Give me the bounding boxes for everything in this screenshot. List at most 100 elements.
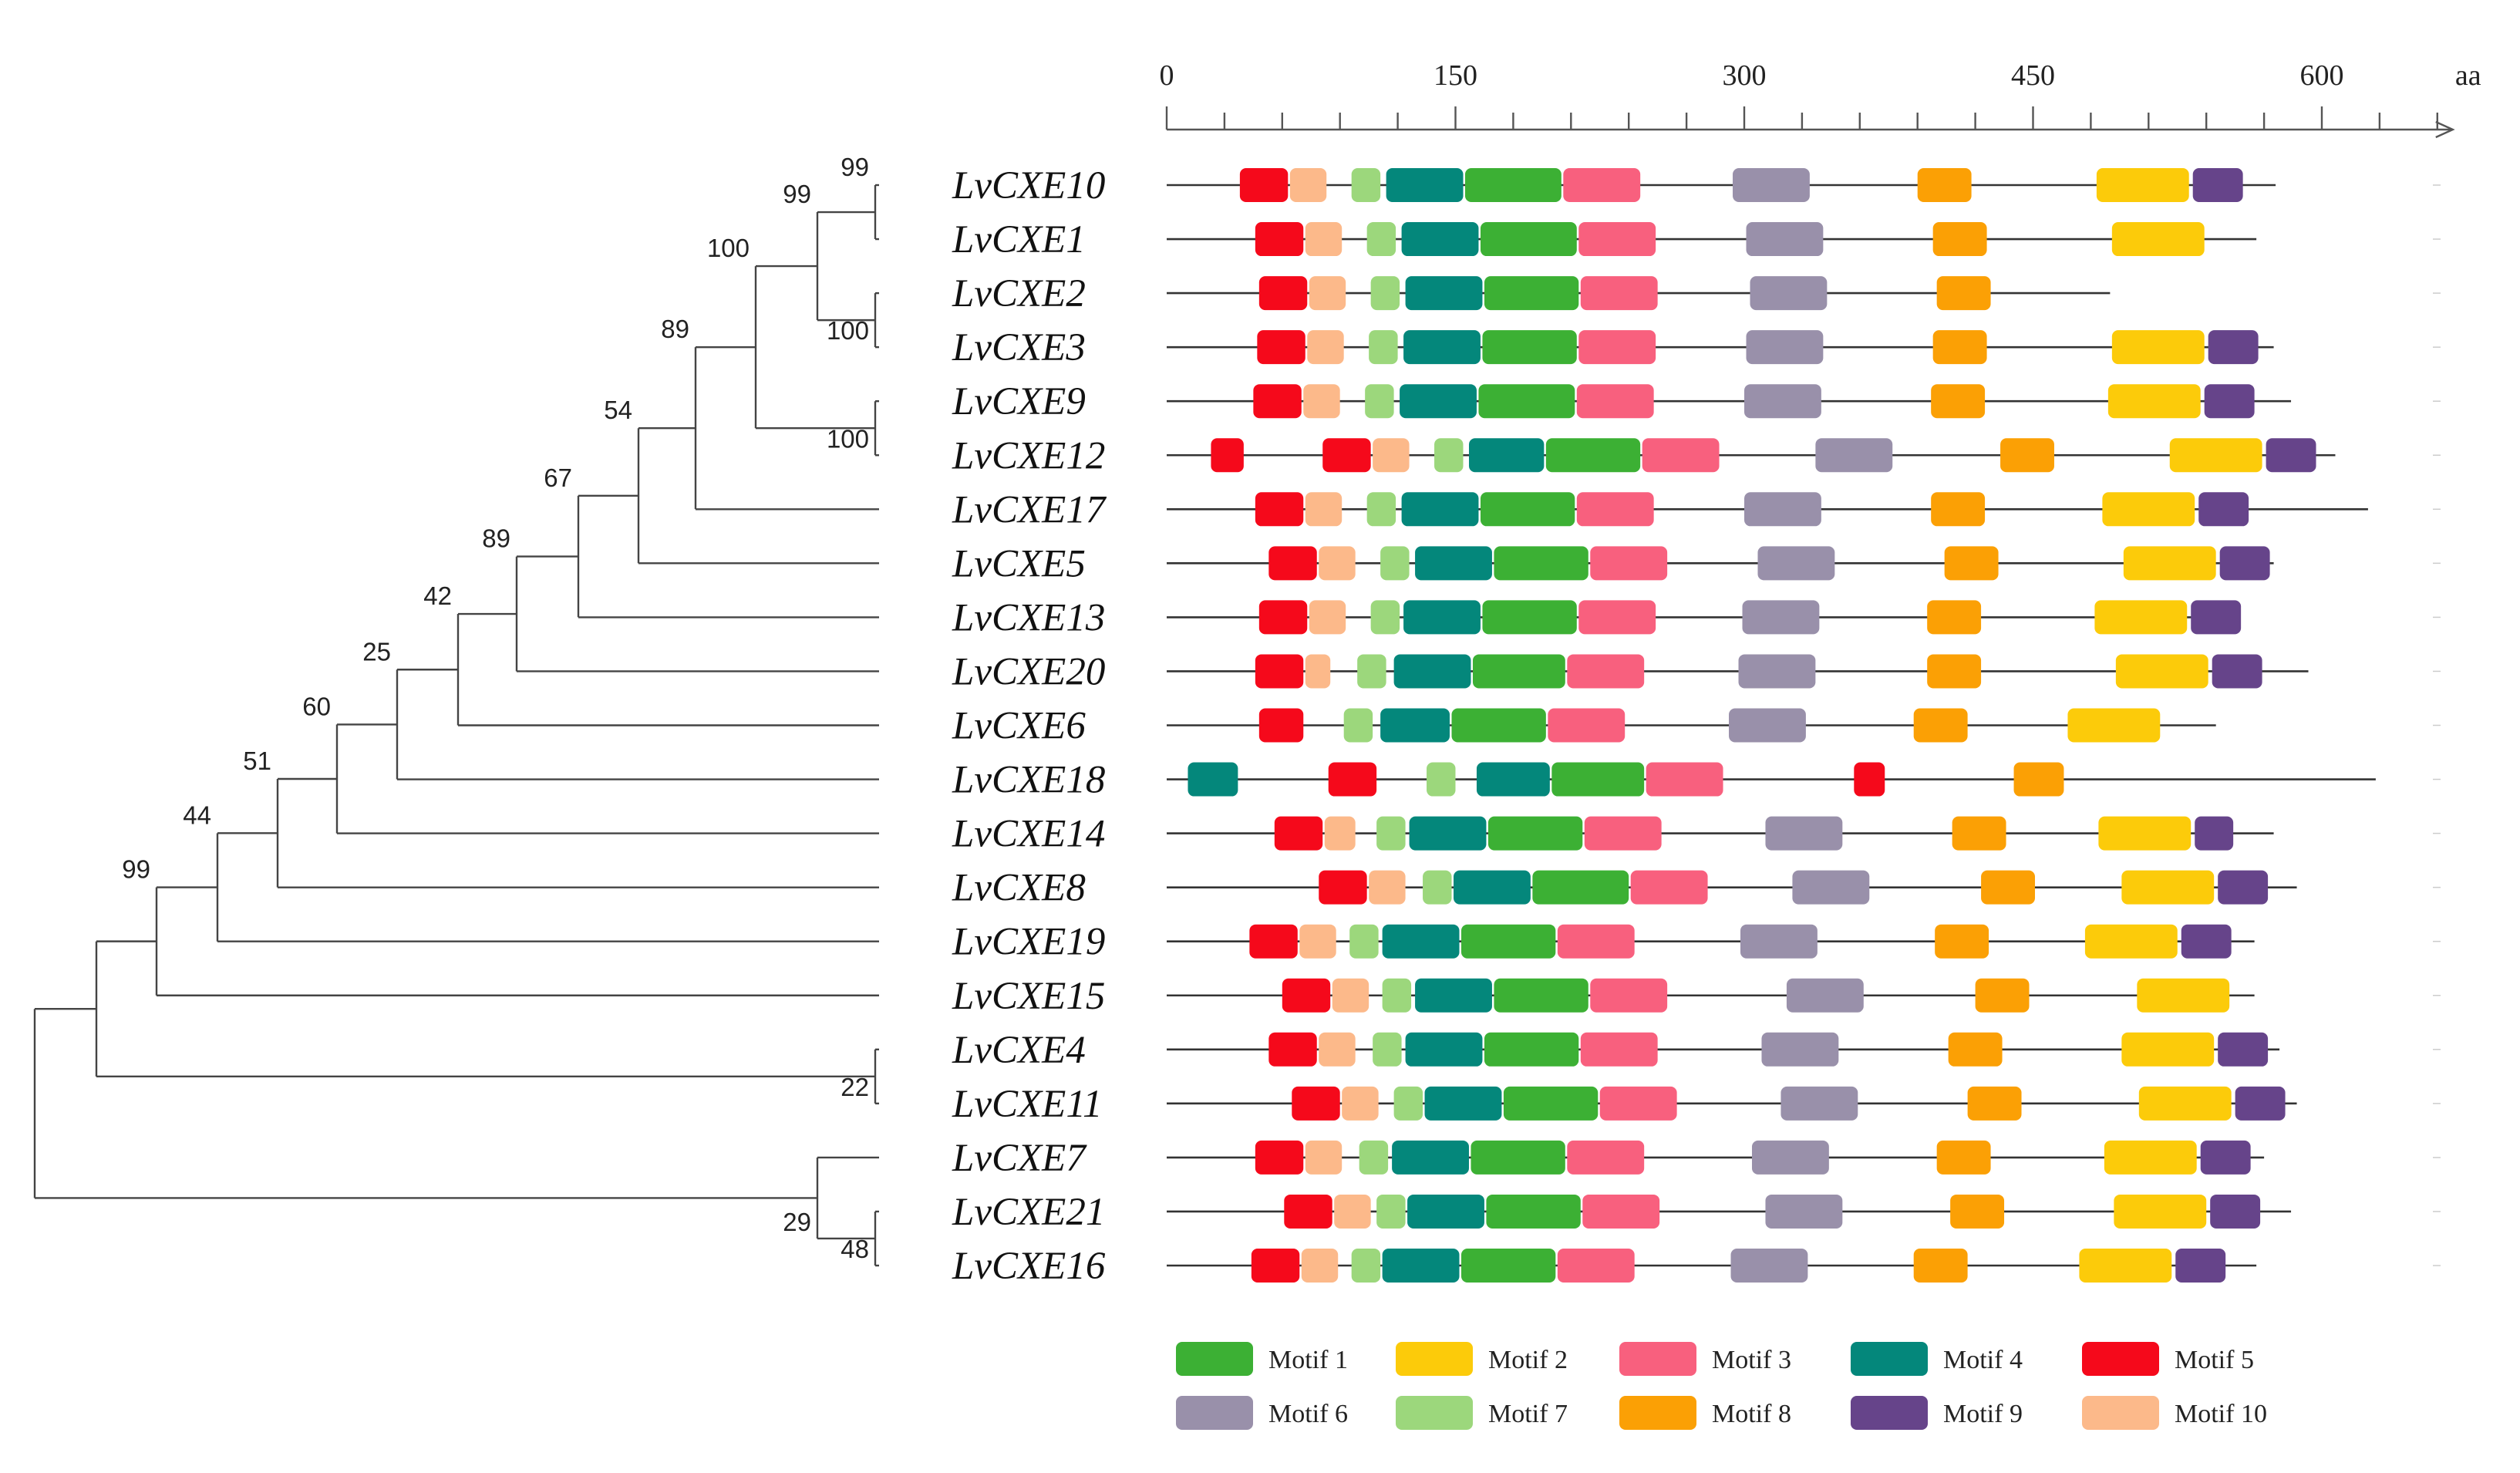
motif-row-lvcxe6 [1167,708,2441,743]
motif-5-box [1282,978,1331,1013]
gene-label-lvcxe4: LvCXE4 [952,1029,1086,1072]
motif-5-box [1284,1194,1332,1229]
motif-3-box [1578,222,1656,257]
motif-4-box [1188,762,1238,797]
motif-5-box [1322,438,1371,473]
motif-6-box [1815,438,1893,473]
motif-4-box [1401,222,1479,257]
motif-row-lvcxe16 [1167,1249,2441,1283]
legend-item-motif-7: Motif 7 [1396,1396,1568,1430]
motif-7-box [1370,276,1400,311]
motif-6-box [1742,600,1820,635]
motif-5-box [1268,1032,1317,1067]
motif-5-box [1255,222,1304,257]
tree-node-nG: 42 [423,581,879,726]
motif-row-lvcxe14 [1167,816,2441,851]
motif-4-box [1454,870,1531,905]
motif-4-box [1424,1086,1502,1121]
motif-row-lvcxe3 [1167,330,2441,365]
axis-arrow-icon [2435,120,2455,139]
motif-2-box [2138,1086,2232,1121]
axis-tick-label: 0 [1160,59,1174,92]
motif-7-box [1423,870,1452,905]
bootstrap-value: 44 [183,801,211,829]
motif-row-lvcxe19 [1167,924,2441,959]
legend-swatch [1851,1396,1928,1430]
motif-6-box [1786,978,1864,1013]
motif-9-box [2212,654,2262,689]
tree-node-nI: 60 [302,692,879,834]
motif-7-box [1427,762,1456,797]
motif-3-box [1578,600,1656,635]
motif-5-box [1854,762,1885,797]
motif-5-box [1258,276,1308,311]
motif-7-box [1351,168,1381,202]
legend-item-motif-1: Motif 1 [1176,1342,1348,1376]
motif-3-box [1582,1194,1660,1229]
motif-3-box [1580,1032,1658,1067]
motif-5-box [1292,1086,1340,1121]
legend-label: Motif 10 [2175,1400,2267,1428]
motif-7-box [1373,1032,1402,1067]
motif-8-box [1917,168,1972,202]
motif-4-box [1403,600,1481,635]
motif-9-box [2175,1249,2226,1283]
motif-6-box [1733,168,1810,202]
legend-swatch [2082,1342,2159,1376]
motif-1-box [1480,222,1577,257]
bootstrap-value: 60 [302,692,331,720]
motif-row-lvcxe1 [1167,222,2441,257]
motif-5-box [1319,870,1367,905]
motif-6-box [1744,492,1821,527]
motif-4-box [1405,1032,1483,1067]
motif-3-box [1548,708,1626,743]
tree-node-nF: 89 [482,524,879,672]
motif-2-box [2107,384,2201,419]
motif-3-box [1599,1086,1677,1121]
motif-10-box [1305,1140,1343,1175]
axis-tick-label: 150 [1434,59,1477,92]
motif-7-box [1365,384,1394,419]
motif-2-box [2104,1140,2197,1175]
motif-3-box [1557,1249,1635,1283]
gene-label-lvcxe19: LvCXE19 [952,921,1105,964]
motif-8-box [1948,1032,2003,1067]
axis-unit-label: aa [2455,59,2481,92]
motif-9-box [2181,924,2232,959]
gene-label-lvcxe18: LvCXE18 [952,759,1105,802]
motif-1-box [1464,168,1562,202]
motif-6-box [1740,924,1818,959]
motif-4-box [1380,708,1450,743]
motif-1-box [1460,1249,1556,1283]
motif-3-box [1578,330,1656,365]
legend-label: Motif 1 [1268,1346,1348,1374]
gene-label-lvcxe20: LvCXE20 [952,650,1105,693]
tree-node-nB: 100 [707,234,875,430]
motif-4-box [1409,816,1487,851]
motif-7-box [1369,330,1398,365]
motif-8-box [1967,1086,2022,1121]
motif-10-box [1307,330,1344,365]
motif-5-box [1239,168,1289,202]
motif-4-box [1415,546,1492,581]
motif-8-box [1932,222,1987,257]
legend-label: Motif 4 [1943,1346,2023,1374]
gene-label-lvcxe6: LvCXE6 [952,705,1086,748]
motif-3-box [1584,816,1662,851]
motif-6-box [1792,870,1870,905]
motif-4-box [1382,1249,1460,1283]
motif-3-box [1590,978,1668,1013]
motif-2-box [2169,438,2262,473]
gene-label-lvcxe12: LvCXE12 [952,434,1105,477]
legend-item-motif-5: Motif 5 [2082,1342,2254,1376]
bootstrap-value: 67 [544,463,572,492]
motif-1-box [1451,708,1546,743]
motif-1-box [1551,762,1645,797]
gene-label-lvcxe17: LvCXE17 [952,488,1107,531]
motif-7-box [1393,1086,1423,1121]
motif-row-lvcxe21 [1167,1194,2441,1229]
motif-9-box [2210,1194,2261,1229]
legend-label: Motif 2 [1488,1346,1568,1374]
